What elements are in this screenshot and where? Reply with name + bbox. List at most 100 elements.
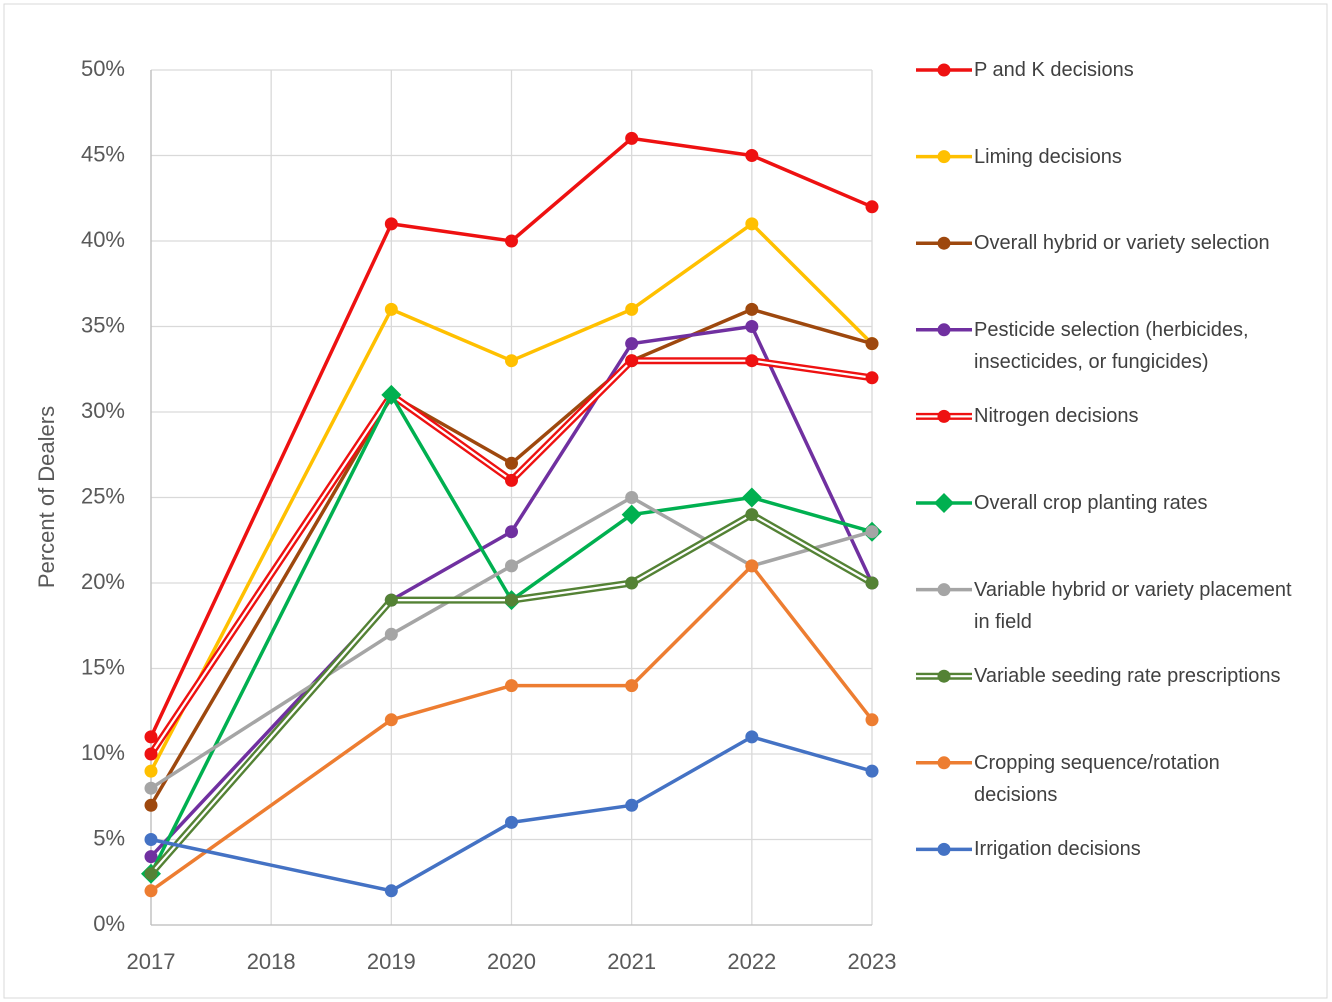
series-line: [149, 393, 873, 875]
marker: [384, 884, 398, 898]
x-tick-label: 2018: [247, 949, 296, 974]
marker: [505, 815, 518, 829]
legend-marker: [937, 63, 951, 77]
marker: [144, 764, 158, 778]
series: [144, 559, 879, 898]
marker: [144, 850, 158, 864]
x-tick-label: 2020: [487, 949, 536, 974]
marker: [625, 576, 639, 590]
x-tick-label: 2019: [367, 949, 416, 974]
marker: [144, 781, 158, 795]
marker: [625, 337, 639, 351]
y-tick-label: 25%: [81, 483, 125, 508]
y-axis-title: Percent of Dealers: [34, 406, 59, 588]
y-tick-label: 35%: [81, 312, 125, 337]
x-tick-label: 2017: [127, 949, 176, 974]
series-line: [149, 222, 874, 772]
legend-label: Nitrogen decisions: [974, 405, 1139, 428]
marker: [865, 576, 879, 590]
legend-marker: [937, 756, 951, 770]
y-tick-label: 45%: [81, 141, 125, 166]
legend-marker: [937, 669, 951, 683]
marker: [865, 337, 879, 351]
marker: [384, 713, 398, 727]
marker: [865, 764, 879, 778]
marker: [865, 371, 879, 385]
legend-marker: [937, 409, 951, 423]
x-tick-label: 2021: [607, 949, 656, 974]
marker: [384, 302, 398, 316]
marker: [505, 456, 518, 470]
marker: [625, 302, 639, 316]
marker: [625, 354, 639, 368]
y-tick-label: 50%: [81, 56, 125, 81]
y-tick-label: 0%: [93, 911, 125, 936]
marker: [745, 302, 759, 316]
legend-label: Liming decisions: [974, 145, 1122, 168]
marker: [745, 354, 759, 368]
legend-label: Overall hybrid or variety selection: [974, 232, 1270, 255]
series-line-inner: [150, 359, 873, 755]
x-tick-label: 2022: [727, 949, 776, 974]
marker: [741, 487, 762, 508]
legend-marker: [937, 583, 951, 597]
marker: [745, 217, 759, 231]
marker: [865, 525, 879, 539]
legend-marker: [937, 323, 951, 337]
series-line: [149, 564, 874, 893]
marker: [745, 320, 759, 333]
y-tick-label: 5%: [93, 825, 125, 850]
legend-marker: [937, 236, 951, 250]
marker: [745, 149, 759, 162]
y-tick-label: 10%: [81, 740, 125, 765]
series-line: [150, 495, 873, 790]
marker: [621, 504, 642, 525]
marker: [745, 508, 759, 522]
marker: [505, 525, 518, 539]
marker: [505, 234, 518, 248]
marker: [144, 798, 158, 812]
marker: [144, 747, 158, 761]
legend-label: P and K decisions: [974, 59, 1134, 81]
y-tick-label: 40%: [81, 227, 125, 252]
series: [144, 508, 879, 881]
marker: [384, 217, 398, 231]
marker: [384, 593, 398, 607]
series: [144, 730, 879, 898]
marker: [625, 679, 639, 693]
series: [144, 131, 879, 744]
marker: [745, 559, 759, 573]
legend-label: Cropping sequence/rotation decisions: [974, 751, 1220, 806]
series-line: [149, 307, 873, 807]
chart-border: [3, 3, 1328, 999]
legend-label: Pesticide selection (herbicides, insecti…: [974, 318, 1249, 373]
y-tick-label: 30%: [81, 398, 125, 423]
marker: [505, 354, 518, 368]
y-tick-label: 15%: [81, 654, 125, 679]
marker: [865, 713, 879, 727]
series: [141, 384, 882, 884]
marker: [144, 833, 158, 846]
legend-label: Irrigation decisions: [974, 838, 1141, 861]
marker: [505, 593, 518, 607]
x-tick-label: 2023: [848, 949, 897, 974]
series-line: [149, 136, 873, 738]
legend-marker: [934, 493, 954, 513]
legend-marker: [937, 842, 951, 856]
series-line-inner: [150, 513, 873, 875]
marker: [745, 730, 759, 744]
marker: [505, 473, 518, 487]
marker: [144, 867, 158, 881]
series-line: [150, 735, 873, 893]
marker: [384, 627, 398, 641]
legend-label: Variable hybrid or variety placement in …: [974, 578, 1292, 633]
y-tick-label: 20%: [81, 569, 125, 594]
marker: [144, 884, 158, 898]
marker: [505, 559, 518, 573]
marker: [625, 491, 639, 504]
marker: [144, 730, 158, 744]
marker: [625, 798, 639, 812]
marker: [865, 200, 879, 214]
